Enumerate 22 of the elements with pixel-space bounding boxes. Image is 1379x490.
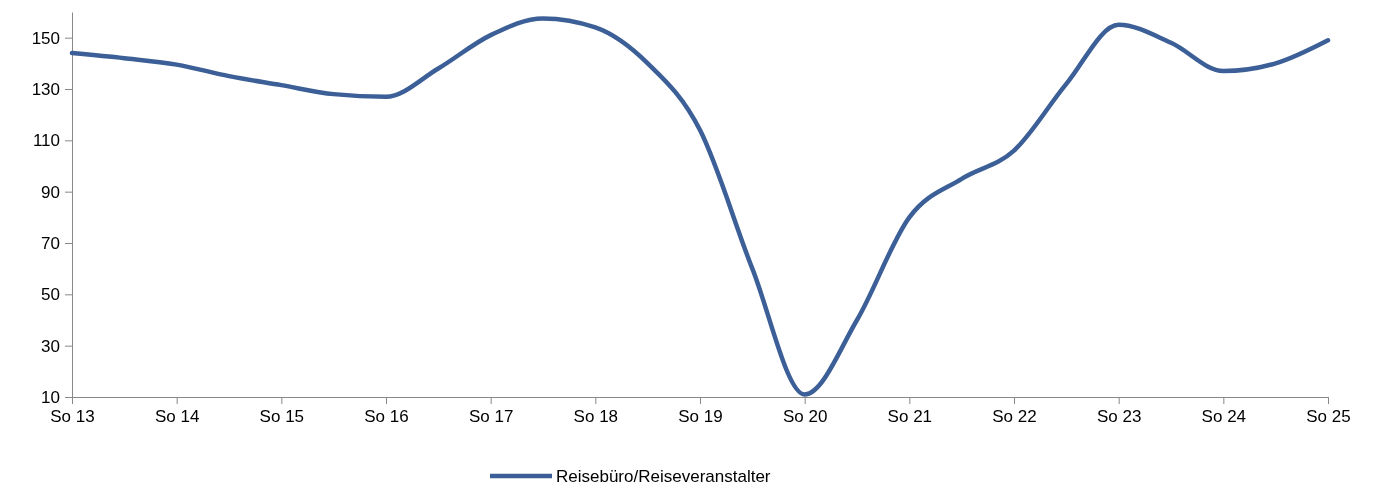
x-tick-label: So 15 (259, 407, 305, 427)
x-tick-label: So 16 (364, 407, 409, 427)
x-tick-label: So 14 (154, 407, 200, 427)
y-tick-label: 130 (31, 79, 60, 99)
y-tick-label: 110 (32, 131, 60, 151)
x-tick-label: So 24 (1201, 407, 1247, 427)
y-tick-label: 90 (41, 182, 60, 202)
x-tick-label: So 23 (1096, 407, 1142, 427)
y-tick-label: 70 (41, 233, 60, 253)
x-tick-label: So 25 (1306, 407, 1351, 427)
y-tick-label: 30 (41, 336, 60, 356)
x-tick-label: So 21 (887, 407, 933, 427)
legend-label: Reisebüro/Reiseveranstalter (556, 467, 771, 486)
x-tick-label: So 13 (50, 407, 95, 427)
x-tick-label: So 19 (678, 407, 723, 427)
y-tick-label: 10 (41, 387, 60, 407)
x-tick-label: So 20 (782, 407, 828, 427)
y-tick-label: 150 (31, 28, 60, 48)
x-tick-label: So 18 (573, 407, 619, 427)
x-tick-label: So 17 (468, 407, 514, 427)
y-tick-label: 50 (41, 285, 60, 305)
x-tick-label: So 22 (992, 407, 1037, 427)
